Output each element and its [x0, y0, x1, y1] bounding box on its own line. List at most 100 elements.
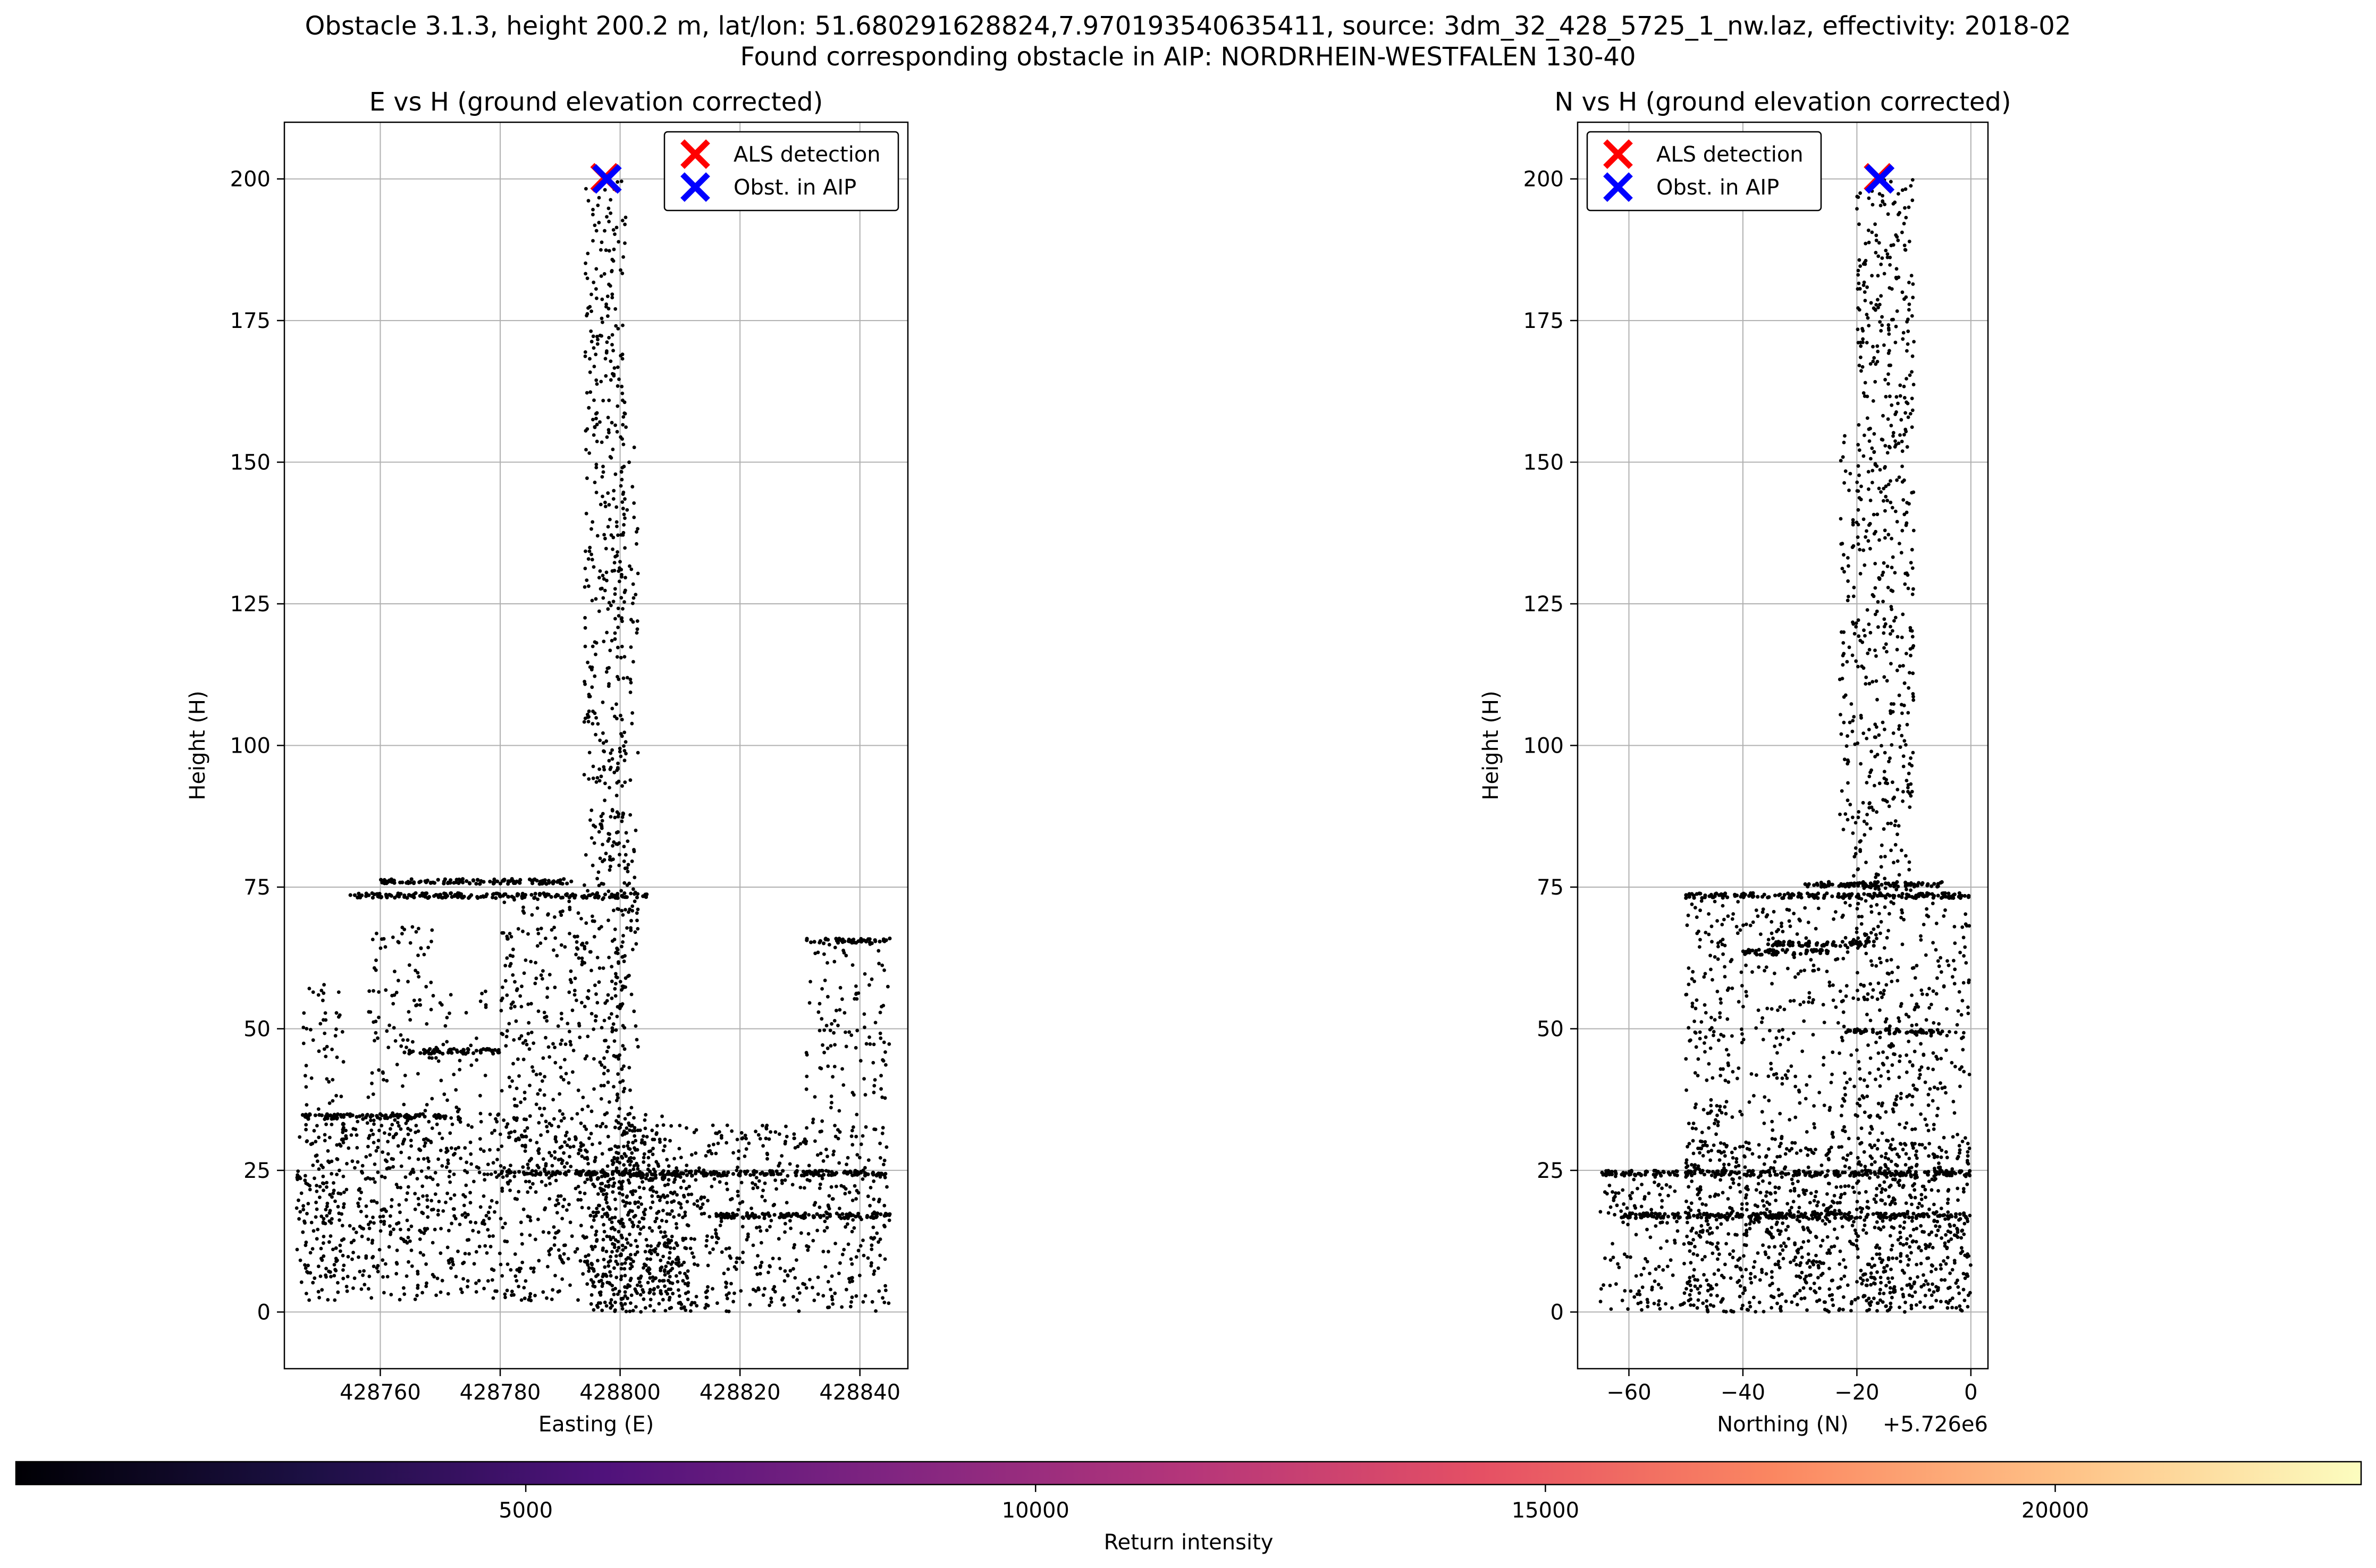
- point-n-vs-h-311: [1881, 1258, 1885, 1262]
- point-e-vs-h-3420: [502, 878, 506, 882]
- legend-label-aip: Obst. in AIP: [734, 175, 856, 200]
- point-e-vs-h-3222: [529, 892, 534, 897]
- point-e-vs-h-1867: [642, 1156, 646, 1160]
- point-e-vs-h-1389: [423, 1227, 427, 1231]
- point-e-vs-h-2662: [694, 1151, 698, 1155]
- point-e-vs-h-2752: [681, 1279, 685, 1283]
- point-e-vs-h-2270: [803, 1186, 806, 1190]
- point-e-vs-h-274: [594, 287, 598, 291]
- point-e-vs-h-714: [614, 842, 618, 846]
- point-e-vs-h-1170: [367, 1010, 371, 1014]
- point-e-vs-h-469: [585, 391, 589, 395]
- point-e-vs-h-2818: [804, 1087, 808, 1091]
- point-n-vs-h-206: [1886, 586, 1890, 589]
- point-e-vs-h-2900: [823, 979, 827, 982]
- point-e-vs-h-1508: [560, 1277, 564, 1281]
- point-e-vs-h-1269: [338, 1013, 342, 1017]
- point-e-vs-h-2410: [761, 1188, 765, 1193]
- point-n-vs-h-448: [1899, 1096, 1903, 1100]
- point-n-vs-h-546: [1893, 412, 1898, 416]
- point-n-vs-h-144: [1911, 528, 1916, 533]
- point-e-vs-h-129: [617, 377, 621, 381]
- point-e-vs-h-1316: [478, 1093, 482, 1098]
- point-e-vs-h-3271: [542, 892, 547, 897]
- point-n-vs-h-599: [1857, 423, 1861, 427]
- point-e-vs-h-2596: [739, 1181, 744, 1185]
- point-e-vs-h-1419: [519, 1220, 523, 1225]
- point-e-vs-h-929: [576, 947, 580, 951]
- point-n-vs-h-667: [1877, 912, 1881, 916]
- point-e-vs-h-559: [589, 329, 593, 333]
- point-e-vs-h-3026: [596, 1192, 600, 1196]
- point-e-vs-h-2089: [603, 1272, 608, 1277]
- point-e-vs-h-3556: [530, 1169, 535, 1173]
- point-e-vs-h-375: [606, 428, 611, 432]
- point-e-vs-h-1792: [327, 1240, 331, 1244]
- point-e-vs-h-633: [622, 845, 626, 848]
- point-e-vs-h-2495: [751, 1243, 755, 1247]
- point-e-vs-h-893: [524, 958, 528, 962]
- point-e-vs-h-572: [593, 223, 597, 227]
- point-e-vs-h-699: [631, 601, 635, 605]
- point-e-vs-h-1520: [466, 1123, 470, 1127]
- point-e-vs-h-1011: [561, 1159, 564, 1163]
- point-n-vs-h-152: [1907, 1015, 1911, 1019]
- point-n-vs-h-318: [1890, 505, 1894, 510]
- point-e-vs-h-3574: [883, 1171, 888, 1176]
- point-e-vs-h-222: [594, 780, 599, 784]
- point-e-vs-h-1966: [553, 1150, 557, 1154]
- point-e-vs-h-1813: [574, 1186, 578, 1191]
- point-e-vs-h-281: [620, 909, 624, 913]
- point-e-vs-h-2554: [778, 1161, 782, 1166]
- point-e-vs-h-1051: [377, 1068, 381, 1072]
- point-n-vs-h-335: [1882, 486, 1886, 491]
- point-n-vs-h-230: [1861, 1278, 1865, 1283]
- point-e-vs-h-1437: [440, 1278, 444, 1283]
- point-e-vs-h-863: [509, 935, 513, 939]
- point-n-vs-h-702: [1866, 1043, 1870, 1047]
- point-e-vs-h-3408: [492, 877, 496, 882]
- point-e-vs-h-1845: [311, 1280, 315, 1285]
- point-n-vs-h-686: [1861, 731, 1866, 735]
- point-e-vs-h-3878: [757, 1215, 761, 1219]
- point-e-vs-h-2700: [850, 1262, 854, 1266]
- point-e-vs-h-890: [547, 1055, 552, 1059]
- point-e-vs-h-1253: [331, 1099, 335, 1103]
- point-e-vs-h-51: [586, 251, 590, 256]
- point-e-vs-h-2521: [633, 1126, 637, 1130]
- point-e-vs-h-651: [629, 1106, 634, 1110]
- point-e-vs-h-2047: [635, 1250, 639, 1254]
- point-n-vs-h-514: [1900, 711, 1904, 715]
- point-e-vs-h-3018: [669, 1287, 673, 1292]
- point-n-vs-h-708: [1902, 1220, 1907, 1224]
- point-e-vs-h-1782: [533, 1294, 537, 1297]
- point-e-vs-h-1621: [529, 1266, 533, 1270]
- point-e-vs-h-2923: [609, 1298, 613, 1302]
- point-n-vs-h-281: [1878, 468, 1882, 472]
- point-e-vs-h-2032: [351, 1127, 356, 1131]
- point-e-vs-h-253: [596, 204, 600, 207]
- point-e-vs-h-3100: [596, 1210, 600, 1215]
- point-e-vs-h-2443: [724, 1141, 729, 1145]
- point-e-vs-h-1539: [575, 1247, 579, 1251]
- point-e-vs-h-963: [502, 1118, 506, 1122]
- point-e-vs-h-3295: [426, 896, 430, 900]
- point-e-vs-h-2672: [849, 1257, 853, 1261]
- point-e-vs-h-294: [589, 552, 593, 557]
- point-e-vs-h-732: [621, 507, 625, 511]
- point-e-vs-h-1162: [390, 993, 394, 998]
- point-e-vs-h-3257: [389, 893, 393, 897]
- point-e-vs-h-707: [628, 564, 631, 568]
- point-e-vs-h-2620: [823, 1265, 828, 1269]
- point-e-vs-h-126: [596, 338, 600, 342]
- point-e-vs-h-3806: [416, 1113, 420, 1117]
- point-e-vs-h-730: [626, 870, 630, 874]
- point-n-vs-h-761: [1905, 652, 1908, 655]
- point-e-vs-h-2012: [360, 1169, 364, 1174]
- point-e-vs-h-364: [595, 1001, 600, 1005]
- point-e-vs-h-720: [623, 1117, 627, 1121]
- point-e-vs-h-3969: [791, 1212, 795, 1216]
- point-e-vs-h-1833: [380, 1174, 384, 1178]
- point-n-vs-h-374: [1865, 813, 1869, 816]
- point-e-vs-h-2587: [620, 1133, 625, 1137]
